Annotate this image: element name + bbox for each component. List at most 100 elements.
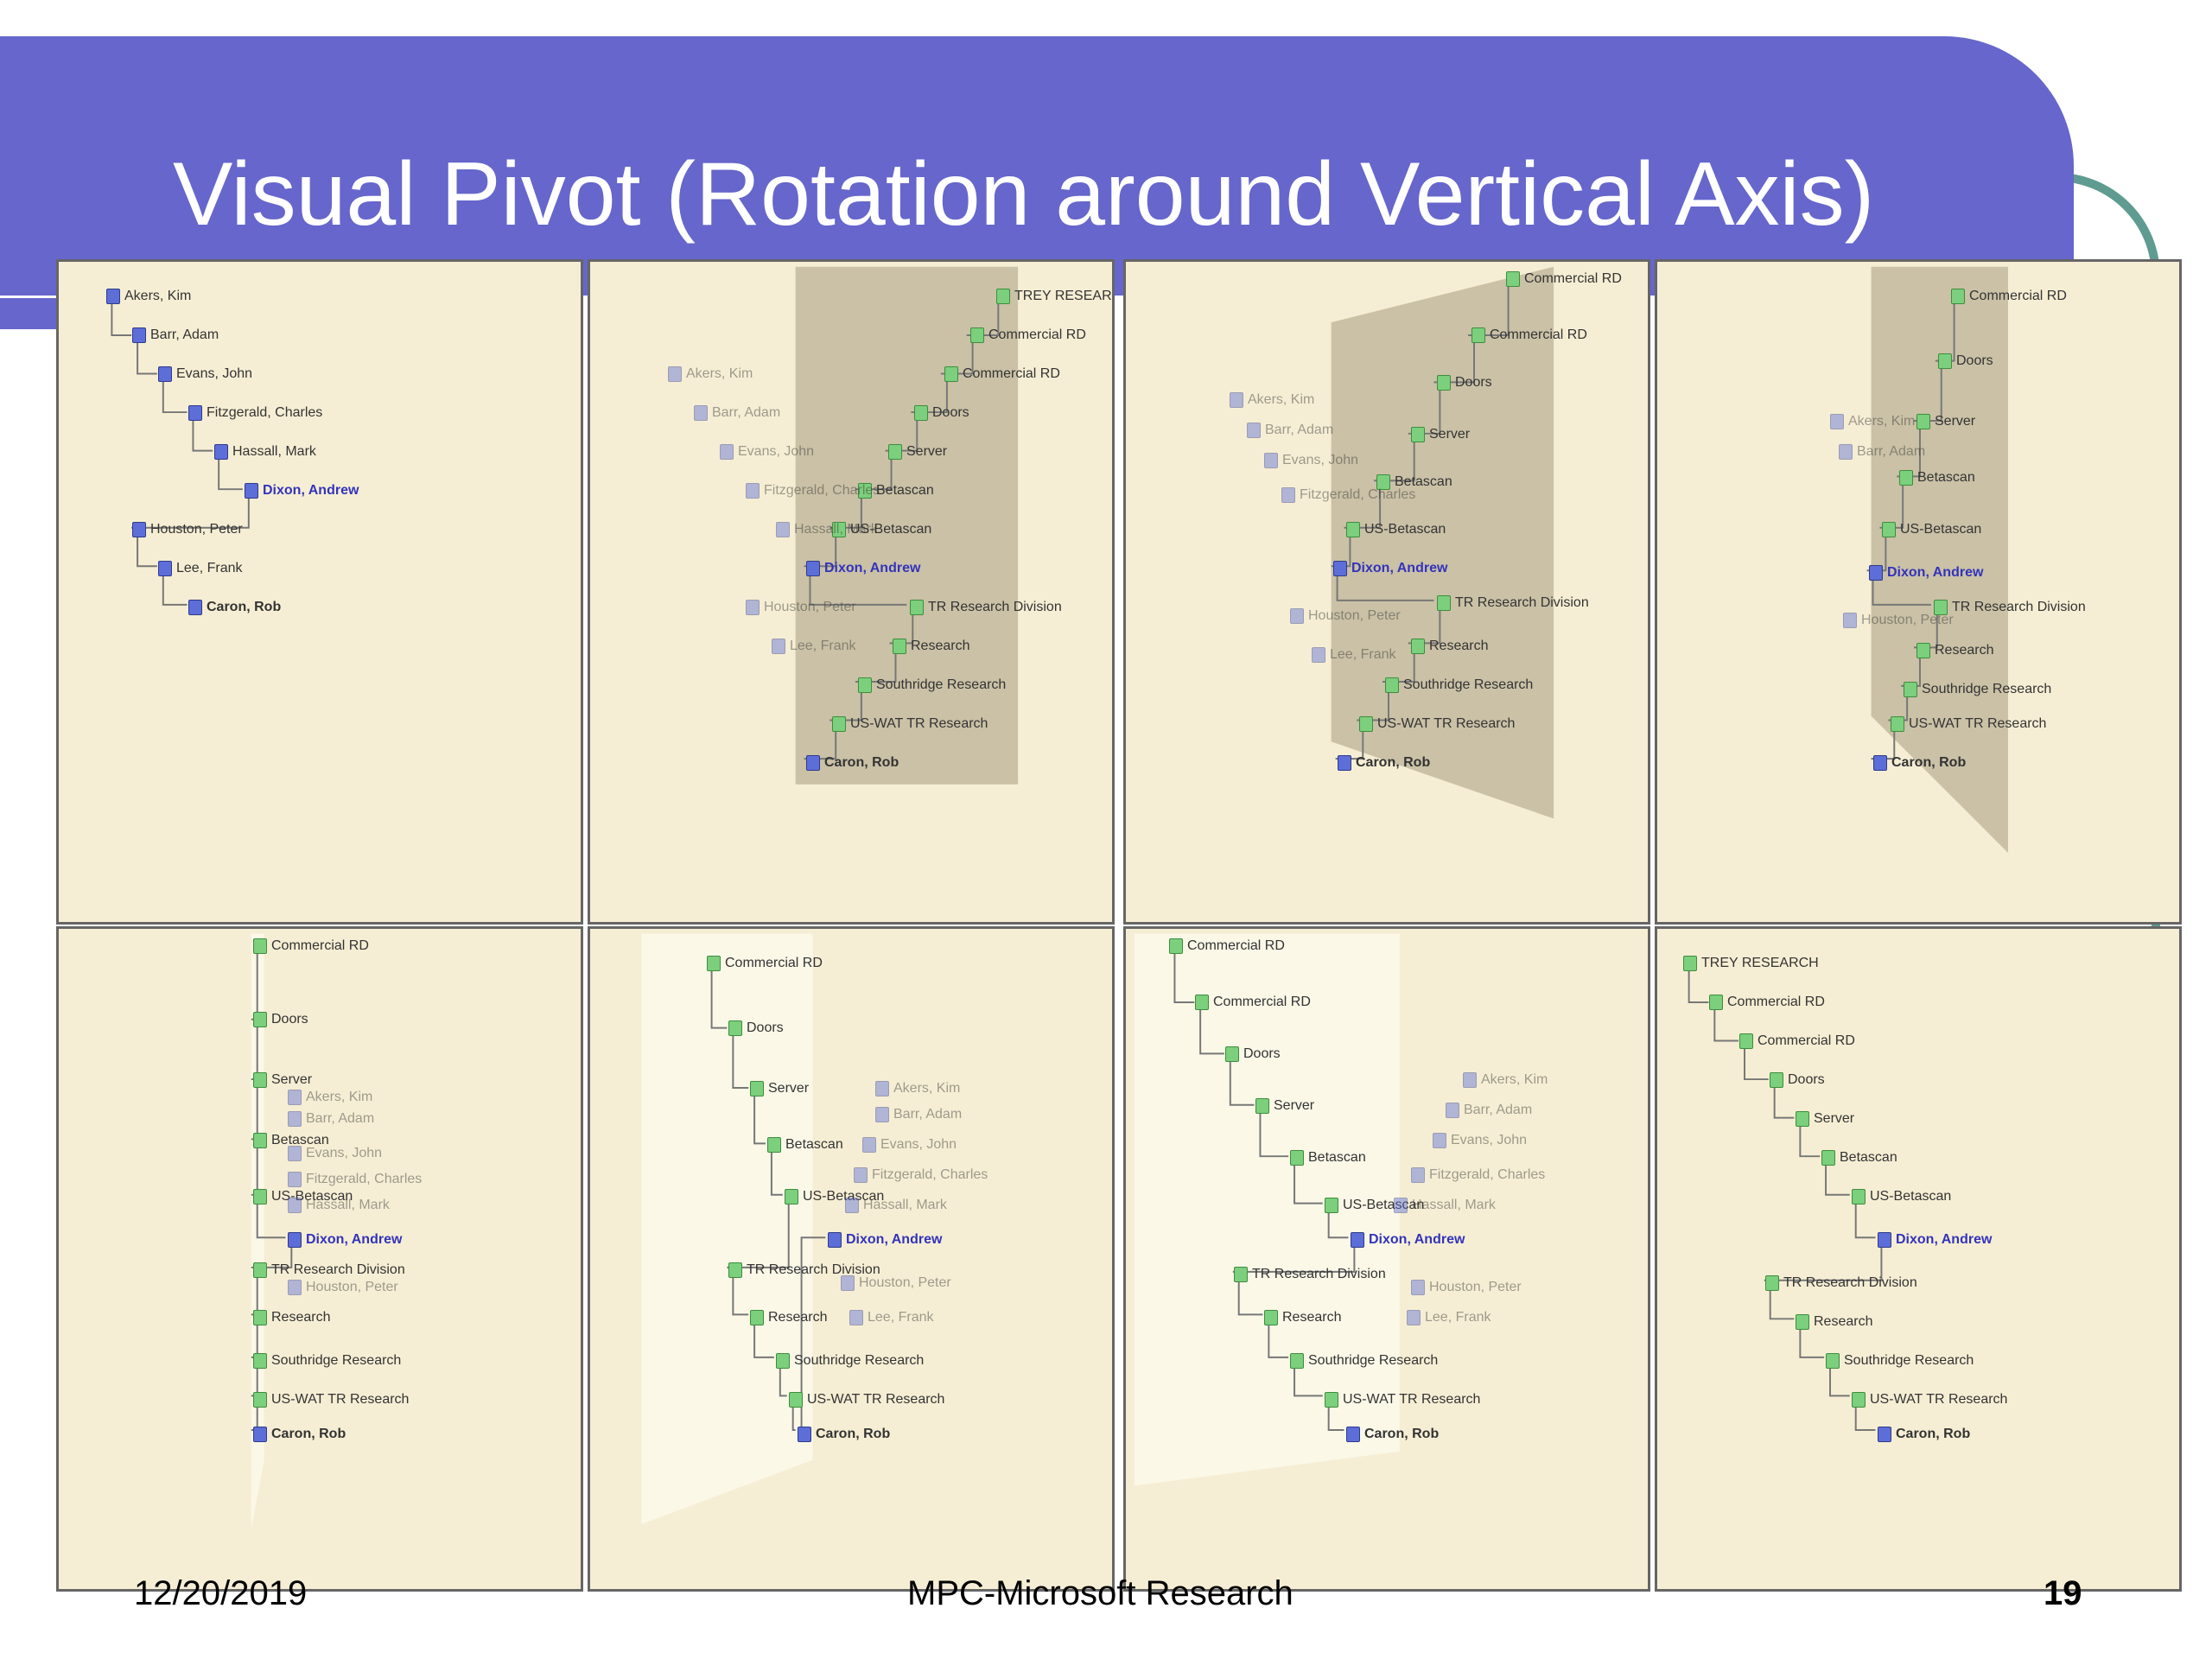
tree-node[interactable]: TR Research Division (1437, 594, 1589, 612)
tree-node[interactable]: Lee, Frank (849, 1309, 933, 1326)
tree-node[interactable]: Commercial RD (1739, 1033, 1855, 1050)
tree-node[interactable]: Houston, Peter (288, 1279, 398, 1296)
tree-node[interactable]: Caron, Rob (1346, 1426, 1439, 1443)
tree-node[interactable]: Betascan (767, 1136, 843, 1154)
tree-node[interactable]: US-Betascan (1882, 521, 1981, 538)
tree-node[interactable]: TR Research Division (1765, 1274, 1917, 1292)
tree-node[interactable]: Research (1916, 642, 1993, 659)
tree-node[interactable]: US-Betascan (1852, 1188, 1951, 1205)
tree-node[interactable]: Lee, Frank (772, 638, 855, 655)
tree-node[interactable]: Server (1255, 1097, 1314, 1115)
tree-node[interactable]: TREY RESEARCH (1683, 955, 1819, 972)
tree-node[interactable]: Houston, Peter (1290, 607, 1401, 625)
tree-node[interactable]: Barr, Adam (132, 327, 219, 344)
tree-node[interactable]: Hassall, Mark (214, 443, 316, 461)
tree-node[interactable]: Doors (253, 1011, 308, 1028)
tree-node[interactable]: Research (750, 1309, 827, 1326)
tree-node[interactable]: Commercial RD (1709, 994, 1825, 1011)
tree-node[interactable]: Lee, Frank (1407, 1309, 1491, 1326)
tree-node[interactable]: Southridge Research (1385, 677, 1533, 694)
tree-node[interactable]: Server (750, 1080, 809, 1097)
tree-node[interactable]: Research (1796, 1313, 1872, 1331)
tree-node[interactable]: Commercial RD (707, 955, 823, 972)
tree-node[interactable]: Akers, Kim (875, 1080, 960, 1097)
tree-node[interactable]: Southridge Research (253, 1352, 401, 1370)
tree-node[interactable]: Betascan (1899, 469, 1975, 486)
tree-node[interactable]: Dixon, Andrew (245, 482, 359, 499)
tree-node[interactable]: Fitzgerald, Charles (1281, 486, 1415, 504)
tree-node[interactable]: Caron, Rob (806, 754, 899, 772)
tree-node[interactable]: Caron, Rob (1338, 754, 1430, 772)
tree-node[interactable]: Betascan (858, 482, 934, 499)
tree-node[interactable]: Barr, Adam (288, 1110, 374, 1128)
tree-node[interactable]: TR Research Division (1234, 1266, 1386, 1283)
tree-node[interactable]: Server (1411, 426, 1470, 443)
tree-node[interactable]: Southridge Research (1290, 1352, 1438, 1370)
tree-node[interactable]: Akers, Kim (106, 288, 191, 305)
tree-node[interactable]: Commercial RD (944, 365, 1060, 383)
tree-node[interactable]: Houston, Peter (841, 1274, 951, 1292)
tree-node[interactable]: Dixon, Andrew (828, 1231, 942, 1249)
tree-node[interactable]: Server (1796, 1110, 1854, 1128)
tree-node[interactable]: US-WAT TR Research (832, 715, 988, 733)
tree-node[interactable]: Server (1916, 413, 1975, 430)
tree-node[interactable]: Commercial RD (1471, 327, 1587, 344)
tree-node[interactable]: Caron, Rob (253, 1426, 346, 1443)
tree-node[interactable]: Akers, Kim (288, 1089, 372, 1106)
tree-node[interactable]: Southridge Research (858, 677, 1006, 694)
tree-node[interactable]: Dixon, Andrew (288, 1231, 402, 1249)
tree-node[interactable]: Doors (914, 404, 969, 422)
tree-node[interactable]: Caron, Rob (1873, 754, 1966, 772)
tree-node[interactable]: TREY RESEARCH (996, 288, 1112, 305)
tree-node[interactable]: Dixon, Andrew (806, 560, 920, 577)
tree-node[interactable]: Betascan (1821, 1149, 1897, 1166)
tree-node[interactable]: US-WAT TR Research (1852, 1391, 2007, 1408)
tree-node[interactable]: Lee, Frank (158, 560, 242, 577)
tree-node[interactable]: Houston, Peter (132, 521, 243, 538)
tree-node[interactable]: Fitzgerald, Charles (288, 1171, 422, 1188)
tree-node[interactable]: Caron, Rob (798, 1426, 890, 1443)
tree-node[interactable]: US-Betascan (832, 521, 931, 538)
tree-node[interactable]: Server (888, 443, 947, 461)
tree-node[interactable]: Commercial RD (1951, 288, 2067, 305)
tree-node[interactable]: Barr, Adam (1446, 1102, 1532, 1119)
tree-node[interactable]: Fitzgerald, Charles (1411, 1166, 1545, 1184)
tree-node[interactable]: TR Research Division (728, 1262, 880, 1279)
tree-node[interactable]: Research (1411, 638, 1488, 655)
tree-node[interactable]: Doors (1437, 374, 1492, 391)
tree-node[interactable]: Barr, Adam (1247, 422, 1333, 439)
tree-node[interactable]: Dixon, Andrew (1878, 1231, 1992, 1249)
tree-node[interactable]: Fitzgerald, Charles (188, 404, 322, 422)
tree-node[interactable]: Barr, Adam (875, 1106, 962, 1123)
tree-node[interactable]: Hassall, Mark (776, 521, 878, 538)
tree-node[interactable]: Dixon, Andrew (1333, 560, 1447, 577)
tree-node[interactable]: Evans, John (720, 443, 814, 461)
tree-node[interactable]: Hassall, Mark (845, 1197, 947, 1214)
tree-node[interactable]: Research (253, 1309, 330, 1326)
tree-node[interactable]: Houston, Peter (1843, 612, 1954, 629)
tree-node[interactable]: Commercial RD (253, 938, 369, 955)
tree-node[interactable]: Akers, Kim (668, 365, 753, 383)
tree-node[interactable]: Southridge Research (1826, 1352, 1974, 1370)
tree-node[interactable]: US-WAT TR Research (1359, 715, 1515, 733)
tree-node[interactable]: Dixon, Andrew (1351, 1231, 1465, 1249)
tree-node[interactable]: Evans, John (862, 1136, 957, 1154)
tree-node[interactable]: TR Research Division (253, 1262, 405, 1279)
tree-node[interactable]: US-WAT TR Research (1891, 715, 2046, 733)
tree-node[interactable]: US-WAT TR Research (253, 1391, 409, 1408)
tree-node[interactable]: Southridge Research (1904, 681, 2051, 698)
tree-node[interactable]: Doors (1770, 1071, 1825, 1089)
tree-node[interactable]: Commercial RD (1169, 938, 1285, 955)
tree-node[interactable]: Doors (728, 1020, 784, 1037)
tree-node[interactable]: TR Research Division (910, 599, 1062, 616)
tree-node[interactable]: Betascan (1376, 474, 1452, 491)
tree-node[interactable]: Server (253, 1071, 312, 1089)
tree-node[interactable]: Evans, John (288, 1145, 382, 1162)
tree-node[interactable]: Commercial RD (970, 327, 1086, 344)
tree-node[interactable]: Fitzgerald, Charles (746, 482, 880, 499)
tree-node[interactable]: Caron, Rob (1878, 1426, 1970, 1443)
tree-node[interactable]: Evans, John (158, 365, 252, 383)
tree-node[interactable]: Betascan (253, 1132, 329, 1149)
tree-node[interactable]: TR Research Division (1934, 599, 2086, 616)
tree-node[interactable]: Houston, Peter (1411, 1279, 1522, 1296)
